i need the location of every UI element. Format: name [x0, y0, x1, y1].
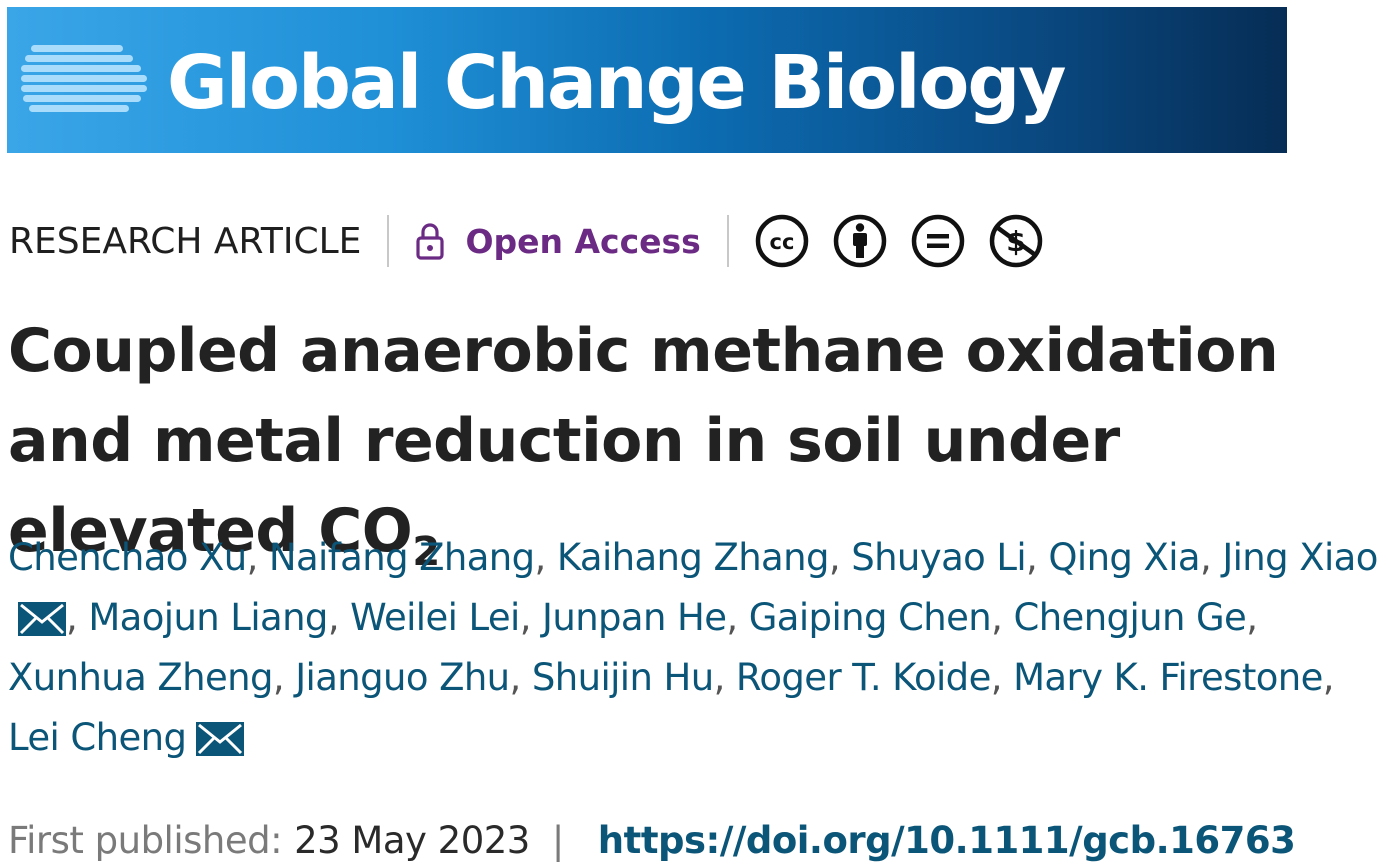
- journal-name: Global Change Biology: [167, 40, 1067, 126]
- cc-icon[interactable]: cc: [755, 214, 809, 268]
- globe-stripes-icon: [21, 45, 147, 112]
- doi-link[interactable]: https://doi.org/10.1111/gcb.16763: [597, 818, 1296, 862]
- author-link[interactable]: Jianguo Zhu: [295, 656, 510, 699]
- author-separator: ,: [726, 596, 749, 639]
- author-link[interactable]: Chenchao Xu: [8, 536, 247, 579]
- author-link[interactable]: Maojun Liang: [88, 596, 328, 639]
- unlock-icon: [416, 223, 445, 260]
- author-link[interactable]: Xunhua Zheng: [8, 656, 273, 699]
- nd-icon[interactable]: [911, 214, 965, 268]
- divider: [726, 215, 729, 267]
- publication-date: 23 May 2023: [294, 818, 530, 862]
- author-link[interactable]: Naifang Zhang: [268, 536, 535, 579]
- mail-icon[interactable]: [196, 722, 245, 756]
- divider: |: [551, 818, 564, 862]
- author-list: Chenchao Xu, Naifang Zhang, Kaihang Zhan…: [8, 528, 1378, 768]
- author-separator: ,: [991, 596, 1014, 639]
- author-separator: ,: [1322, 656, 1335, 699]
- author-separator: ,: [990, 656, 1014, 699]
- article-meta-row: RESEARCH ARTICLE Open Access cc $: [9, 212, 1043, 270]
- author-separator: ,: [66, 596, 89, 639]
- author-link[interactable]: Lei Cheng: [8, 716, 187, 759]
- open-access-badge[interactable]: Open Access: [415, 221, 701, 261]
- journal-banner[interactable]: Global Change Biology: [7, 7, 1287, 153]
- author-separator: ,: [1026, 536, 1049, 579]
- author-link[interactable]: Mary K. Firestone: [1013, 656, 1323, 699]
- article-title-text: Coupled anaerobic methane oxidation and …: [8, 316, 1279, 566]
- open-access-label: Open Access: [465, 221, 701, 261]
- nc-icon[interactable]: $: [989, 214, 1043, 268]
- article-type: RESEARCH ARTICLE: [9, 220, 362, 262]
- author-link[interactable]: Gaiping Chen: [748, 596, 992, 639]
- author-separator: ,: [246, 536, 269, 579]
- author-separator: ,: [534, 536, 557, 579]
- author-link[interactable]: Weilei Lei: [350, 596, 520, 639]
- author-separator: ,: [1246, 596, 1258, 639]
- author-link[interactable]: Junpan He: [542, 596, 727, 639]
- author-link[interactable]: Roger T. Koide: [735, 656, 991, 699]
- author-separator: ,: [327, 596, 351, 639]
- divider: [387, 215, 390, 267]
- mail-icon[interactable]: [18, 602, 66, 636]
- author-link[interactable]: Kaihang Zhang: [556, 536, 830, 579]
- article-title: Coupled anaerobic methane oxidation and …: [8, 306, 1378, 576]
- publication-line: First published: 23 May 2023 | https://d…: [8, 812, 1296, 868]
- author-link[interactable]: Jing Xiao: [1222, 536, 1378, 579]
- author-link[interactable]: Shuijin Hu: [531, 656, 714, 699]
- author-separator: ,: [519, 596, 543, 639]
- author-link[interactable]: Shuyao Li: [851, 536, 1027, 579]
- author-separator: ,: [713, 656, 736, 699]
- author-separator: ,: [828, 536, 852, 579]
- author-separator: ,: [509, 656, 532, 699]
- author-separator: ,: [1199, 536, 1223, 579]
- author-link[interactable]: Qing Xia: [1048, 536, 1200, 579]
- title-subscript: 2: [412, 529, 440, 575]
- author-link[interactable]: Chengjun Ge: [1013, 596, 1247, 639]
- first-published-label: First published:: [8, 818, 283, 862]
- by-icon[interactable]: [833, 214, 887, 268]
- author-separator: ,: [272, 656, 296, 699]
- svg-text:cc: cc: [769, 230, 794, 254]
- license-icons: cc $: [755, 214, 1043, 268]
